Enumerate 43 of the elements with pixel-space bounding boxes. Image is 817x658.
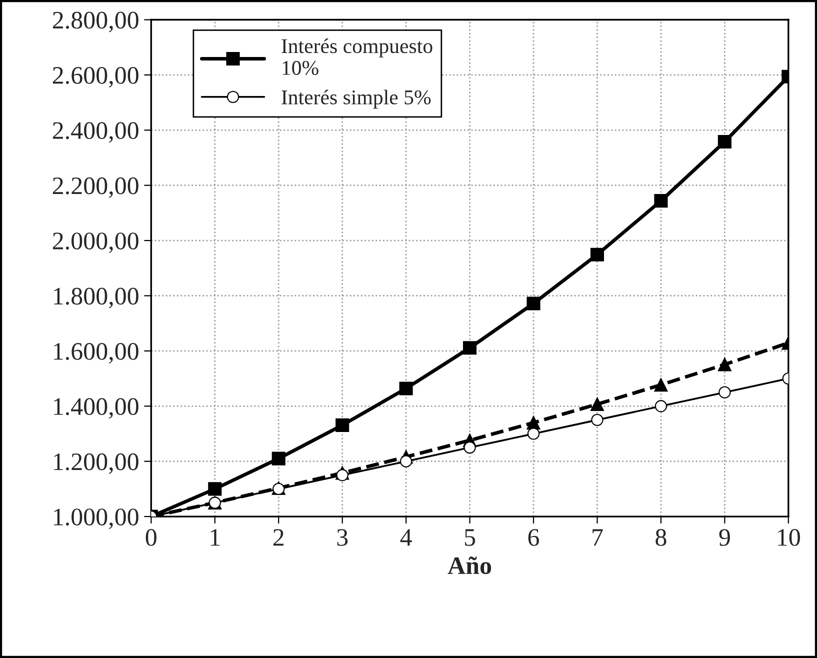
y-tick-label: 2.000,00 bbox=[52, 232, 138, 254]
y-tick-label: 1.800,00 bbox=[54, 288, 138, 308]
x-tick-label: 8 bbox=[656, 529, 666, 546]
y-tick-label: 1.200,00 bbox=[54, 453, 138, 474]
x-tick-label: 1 bbox=[210, 529, 220, 546]
x-tick-label: 4 bbox=[400, 529, 412, 546]
point bbox=[463, 341, 477, 355]
point bbox=[591, 414, 604, 426]
point bbox=[654, 400, 668, 412]
y-tick-label: 1.400,00 bbox=[54, 398, 138, 419]
y-tick-label: 2.200,00 bbox=[52, 177, 138, 198]
x-tick-label: 7 bbox=[592, 529, 603, 546]
point bbox=[399, 382, 413, 396]
y-tick-label: 1.600,00 bbox=[54, 342, 138, 364]
point bbox=[400, 455, 412, 468]
point bbox=[527, 428, 540, 440]
x-tick-label: 6 bbox=[528, 529, 540, 546]
point bbox=[718, 386, 731, 398]
y-tick-label: 2.800,00 bbox=[52, 12, 138, 32]
point bbox=[208, 482, 222, 496]
point bbox=[654, 378, 668, 392]
legend-label: Interés simple 5% bbox=[282, 90, 431, 109]
point bbox=[590, 397, 604, 411]
y-tick-label: 1.000,00 bbox=[54, 508, 138, 530]
x-tick-label: 9 bbox=[719, 529, 730, 546]
x-tick-label: 0 bbox=[146, 529, 156, 546]
point bbox=[464, 441, 476, 454]
y-tick-label: 2.600,00 bbox=[52, 66, 138, 88]
x-tick-label: 3 bbox=[337, 529, 348, 546]
x-tick-label: 5 bbox=[464, 529, 476, 546]
y-tick-label: 2.400,00 bbox=[52, 122, 138, 143]
x-axis-title: Año bbox=[448, 556, 492, 574]
point bbox=[718, 358, 732, 372]
point bbox=[654, 194, 668, 208]
legend-label: Interés compuesto 10% bbox=[282, 38, 432, 76]
x-tick-label: 10 bbox=[778, 529, 800, 546]
point bbox=[526, 296, 540, 310]
x-tick-label: 2 bbox=[273, 529, 284, 546]
point bbox=[590, 248, 604, 262]
point bbox=[718, 134, 732, 148]
point bbox=[272, 452, 286, 466]
point bbox=[336, 469, 348, 482]
point bbox=[336, 418, 350, 432]
